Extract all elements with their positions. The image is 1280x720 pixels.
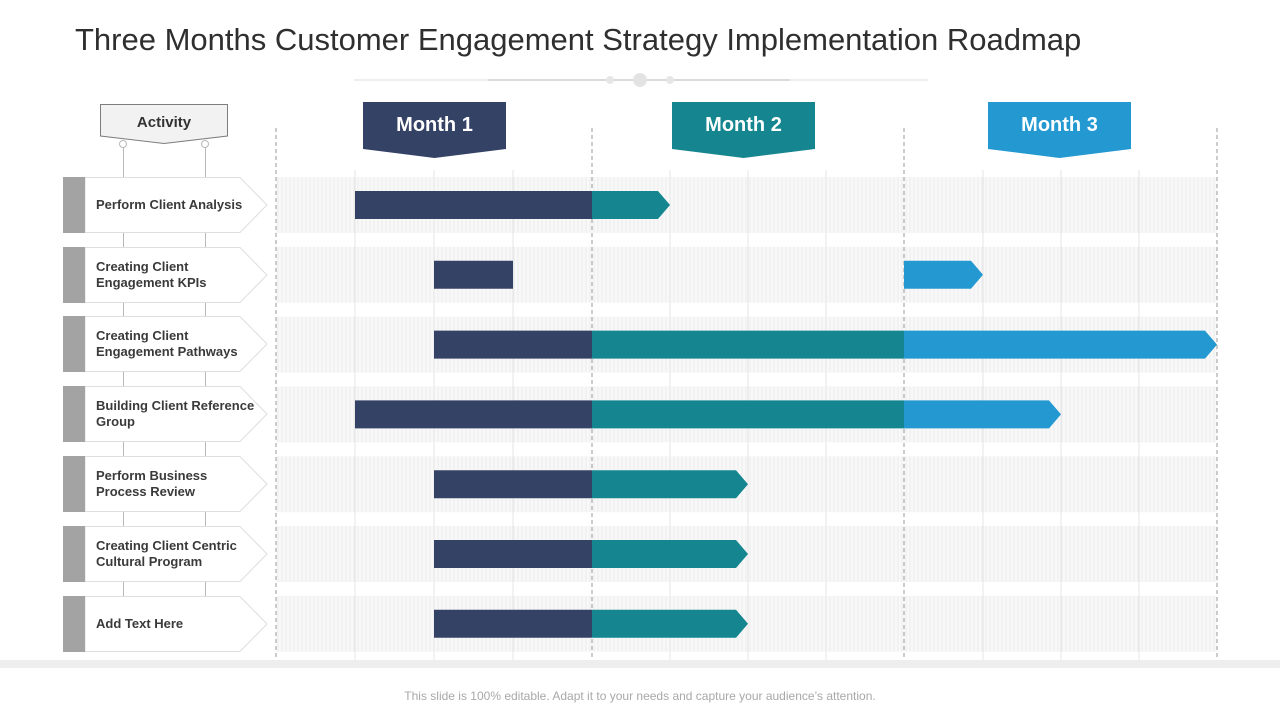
gantt-bar-month-2 <box>592 330 904 359</box>
month-2-label: Month 2 <box>705 114 782 136</box>
row-tag <box>63 386 85 442</box>
gantt-bar-month-3 <box>904 400 1061 429</box>
activity-label: Perform Client Analysis <box>96 197 243 212</box>
month-3-header: Month 3 <box>988 102 1131 158</box>
activity-header-label: Activity <box>136 114 192 131</box>
activity-row-label: Add Text Here <box>63 596 268 652</box>
gantt-bar-month-1 <box>434 330 592 359</box>
page-title: Three Months Customer Engagement Strateg… <box>75 22 1082 57</box>
gantt-bar-month-1 <box>434 609 592 638</box>
row-tag <box>63 247 85 303</box>
gantt-bar-month-1 <box>355 400 592 429</box>
activity-label: Building Client Reference Group <box>96 398 255 429</box>
gantt-bar-month-1 <box>434 260 513 289</box>
month-1-header: Month 1 <box>363 102 506 158</box>
activity-header: Activity <box>100 104 228 144</box>
title-divider <box>354 73 928 87</box>
row-tag <box>63 177 85 233</box>
gantt-bar-month-1 <box>434 540 592 568</box>
gantt-bar-month-3 <box>904 260 983 289</box>
month-1-label: Month 1 <box>396 114 473 136</box>
gantt-bar-month-2 <box>592 400 904 429</box>
row-tag <box>63 526 85 582</box>
activity-row-label: Creating Client Centric Cultural Program <box>63 526 268 582</box>
month-2-header: Month 2 <box>672 102 815 158</box>
activity-label: Creating Client Engagement KPIs <box>96 259 207 290</box>
footer-band <box>0 660 1280 668</box>
gantt-bar-month-3 <box>904 330 1217 359</box>
activity-row-label: Perform Client Analysis <box>63 177 268 233</box>
row-tag <box>63 596 85 652</box>
row-tag <box>63 316 85 372</box>
activity-label: Creating Client Centric Cultural Program <box>96 538 237 569</box>
gantt-bar-month-1 <box>355 191 592 219</box>
month-3-label: Month 3 <box>1021 114 1098 136</box>
gantt-bar-month-2 <box>592 540 748 568</box>
activity-label: Add Text Here <box>96 616 184 631</box>
activity-label: Creating Client Engagement Pathways <box>96 328 238 359</box>
activity-label: Perform Business Process Review <box>96 468 208 499</box>
row-tag <box>63 456 85 512</box>
gantt-bar-month-2 <box>592 191 670 219</box>
activity-row-label: Building Client Reference Group <box>63 386 268 442</box>
connector-dot <box>119 140 127 148</box>
activity-row-label: Creating Client Engagement Pathways <box>63 316 268 372</box>
gantt-bar-month-2 <box>592 470 748 499</box>
gantt-bar-month-2 <box>592 609 748 638</box>
footer-note: This slide is 100% editable. Adapt it to… <box>404 689 876 703</box>
activity-row-label: Perform Business Process Review <box>63 456 268 512</box>
gantt-bar-month-1 <box>434 470 592 499</box>
activity-row-label: Creating Client Engagement KPIs <box>63 247 268 303</box>
connector-dot <box>201 140 209 148</box>
